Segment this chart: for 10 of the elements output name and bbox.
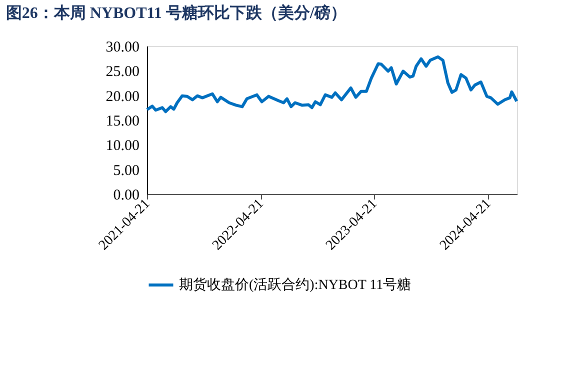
y-tick-label: 30.00 [106,40,140,56]
y-tick-label: 20.00 [106,88,140,105]
legend-label: 期货收盘价(活跃合约):NYBOT 11号糖 [179,277,412,293]
line-series [146,55,518,114]
chart-title: 图26：本周 NYBOT11 号糖环比下跌（美分/磅） [6,3,346,22]
y-tick-label: 0.00 [113,188,140,204]
y-tick-label: 25.00 [106,64,140,80]
y-tick-label: 5.00 [113,162,140,179]
y-tick-label: 10.00 [106,138,140,154]
y-tick-label: 15.00 [106,114,140,130]
